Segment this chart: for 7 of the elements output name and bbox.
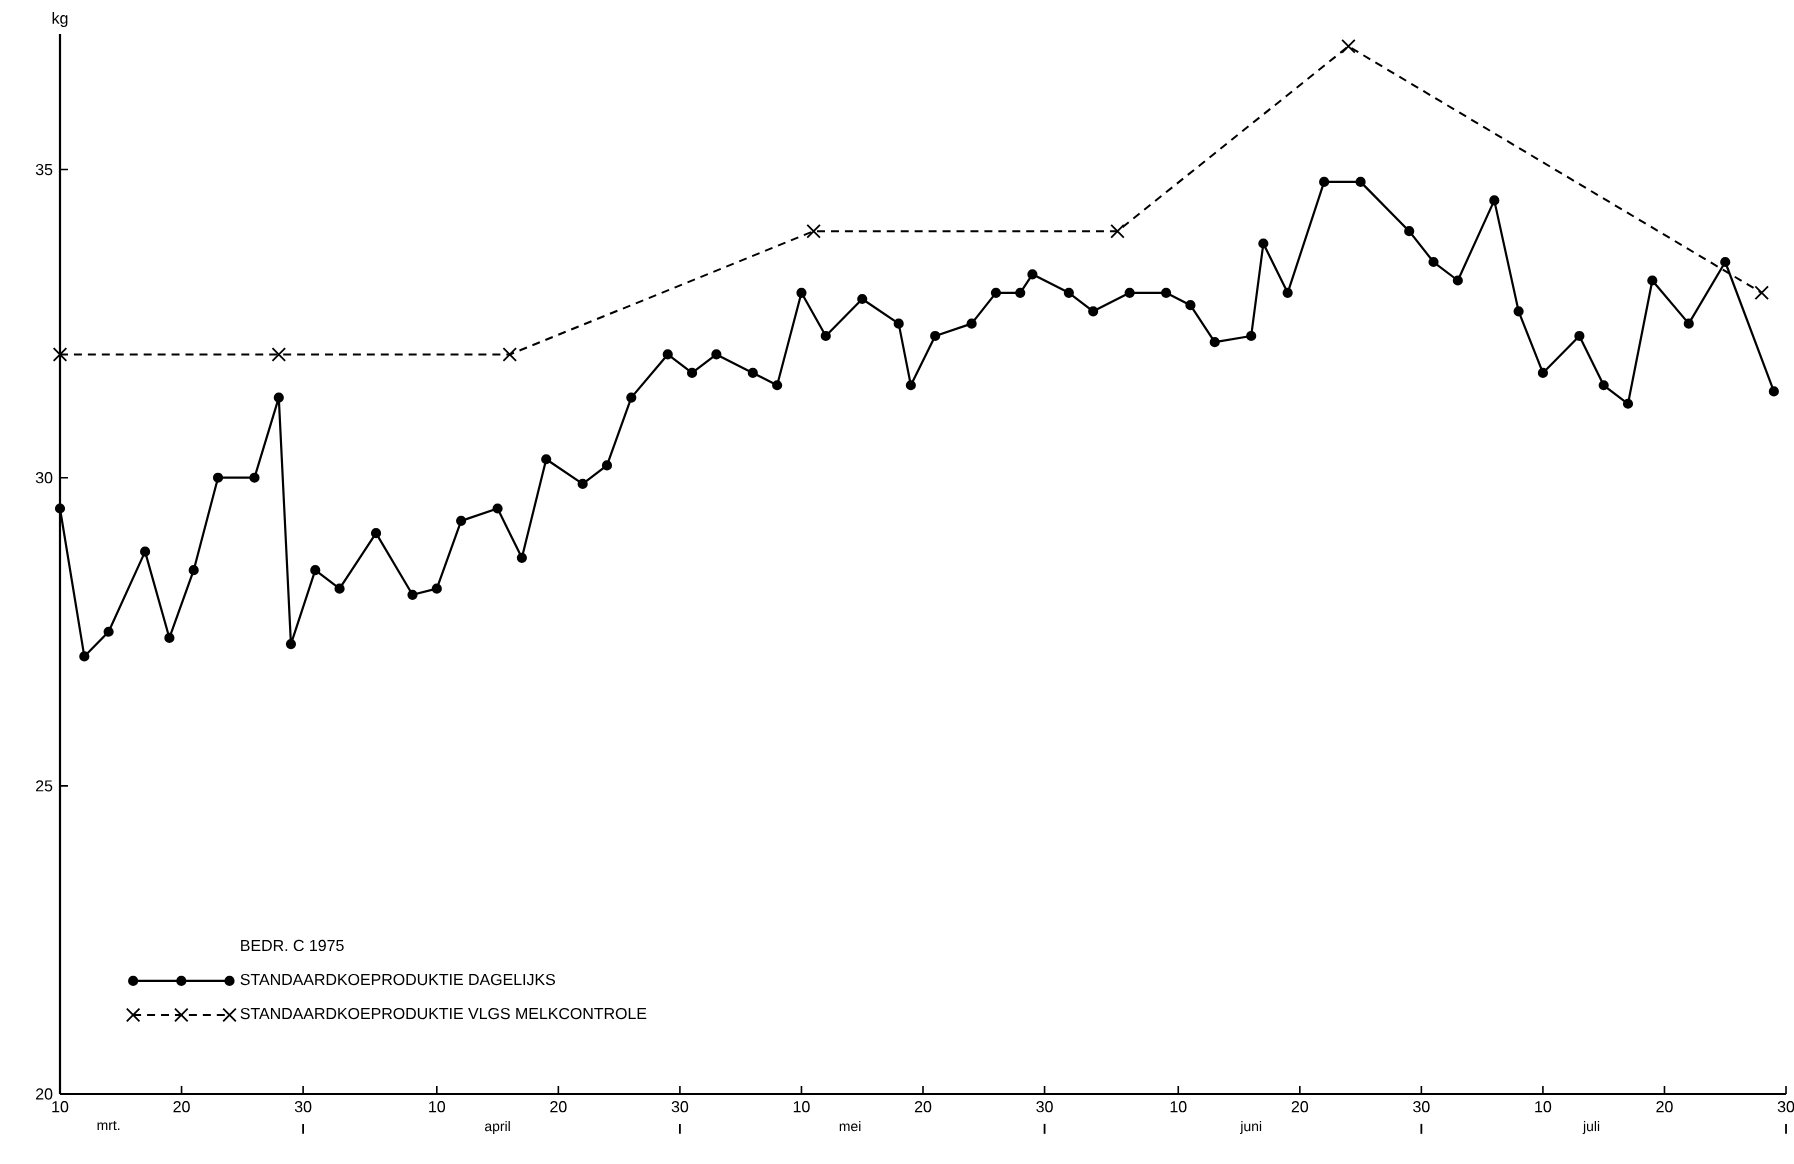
point xyxy=(1341,39,1356,54)
point xyxy=(806,223,821,239)
point xyxy=(52,347,68,362)
point xyxy=(502,347,517,362)
point xyxy=(1110,223,1125,239)
point xyxy=(271,347,287,362)
point xyxy=(1754,285,1769,301)
